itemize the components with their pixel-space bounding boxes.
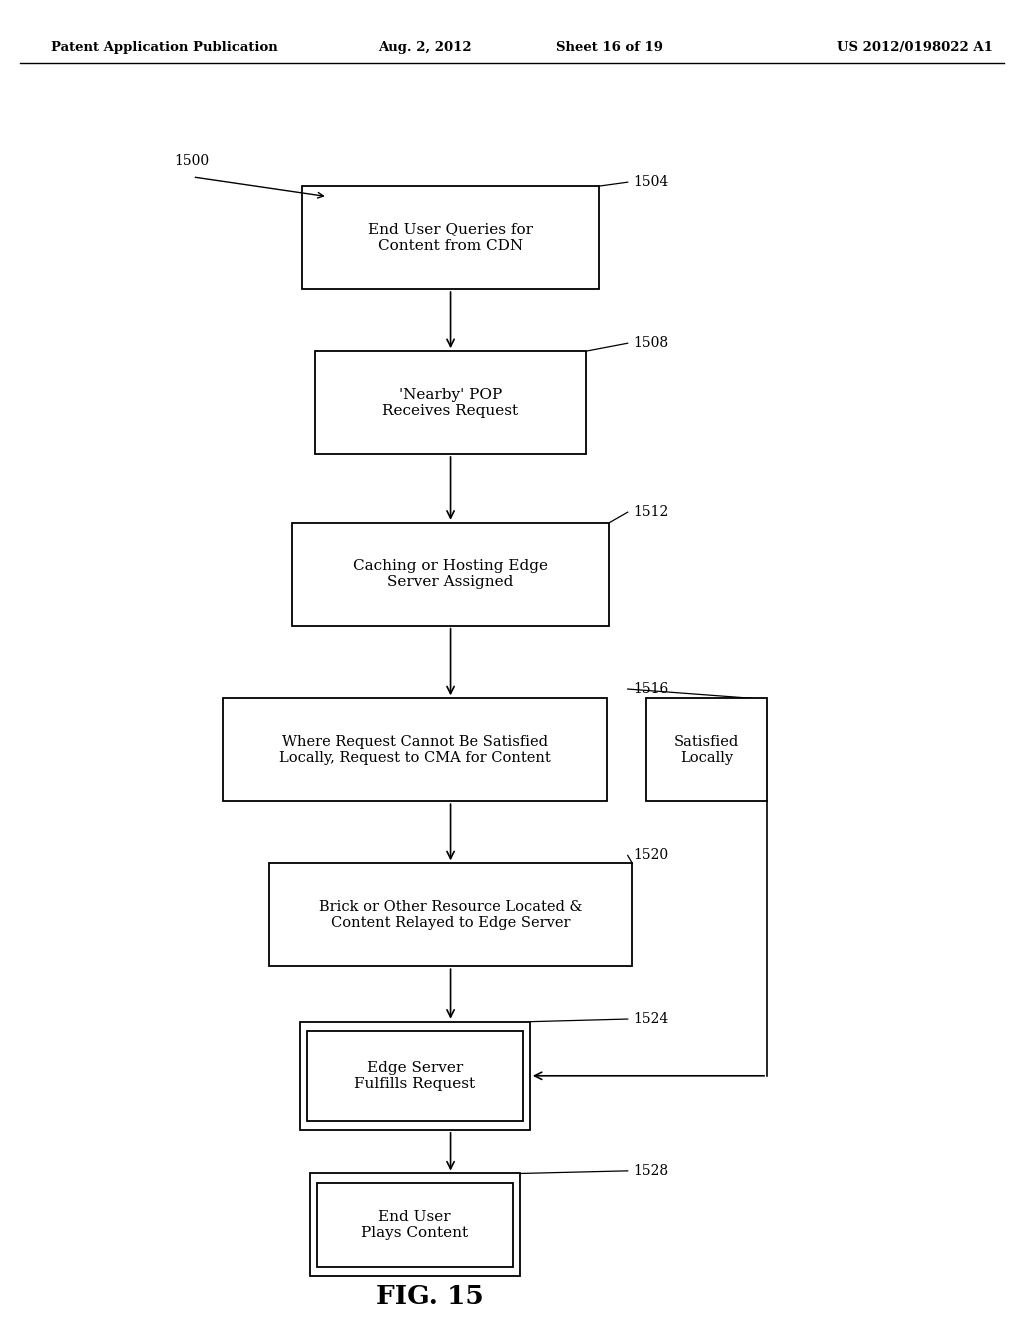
Text: Patent Application Publication: Patent Application Publication [51,41,278,54]
Text: End User
Plays Content: End User Plays Content [361,1210,468,1239]
FancyBboxPatch shape [310,1173,520,1276]
FancyBboxPatch shape [300,1022,530,1130]
FancyBboxPatch shape [223,698,606,801]
Text: Caching or Hosting Edge
Server Assigned: Caching or Hosting Edge Server Assigned [353,560,548,589]
Text: Sheet 16 of 19: Sheet 16 of 19 [556,41,663,54]
Text: FIG. 15: FIG. 15 [376,1284,484,1308]
Text: US 2012/0198022 A1: US 2012/0198022 A1 [838,41,993,54]
FancyBboxPatch shape [302,186,599,289]
Text: 1500: 1500 [174,154,209,168]
Text: 1524: 1524 [633,1012,668,1026]
Text: 1528: 1528 [633,1164,668,1177]
Text: 1512: 1512 [633,506,668,519]
Text: Satisfied
Locally: Satisfied Locally [674,735,739,764]
Text: 1516: 1516 [633,682,668,696]
Text: End User Queries for
Content from CDN: End User Queries for Content from CDN [368,223,534,252]
FancyBboxPatch shape [307,1031,523,1121]
Text: 1504: 1504 [633,176,668,189]
FancyBboxPatch shape [315,351,586,454]
Text: Brick or Other Resource Located &
Content Relayed to Edge Server: Brick or Other Resource Located & Conten… [318,900,583,929]
Text: Where Request Cannot Be Satisfied
Locally, Request to CMA for Content: Where Request Cannot Be Satisfied Locall… [279,735,551,764]
Text: 'Nearby' POP
Receives Request: 'Nearby' POP Receives Request [383,388,518,417]
FancyBboxPatch shape [646,698,767,801]
Text: 1520: 1520 [633,849,668,862]
Text: Edge Server
Fulfills Request: Edge Server Fulfills Request [354,1061,475,1090]
FancyBboxPatch shape [292,523,609,626]
Text: 1508: 1508 [633,337,668,350]
Text: Aug. 2, 2012: Aug. 2, 2012 [378,41,472,54]
FancyBboxPatch shape [268,863,632,966]
FancyBboxPatch shape [317,1183,513,1267]
